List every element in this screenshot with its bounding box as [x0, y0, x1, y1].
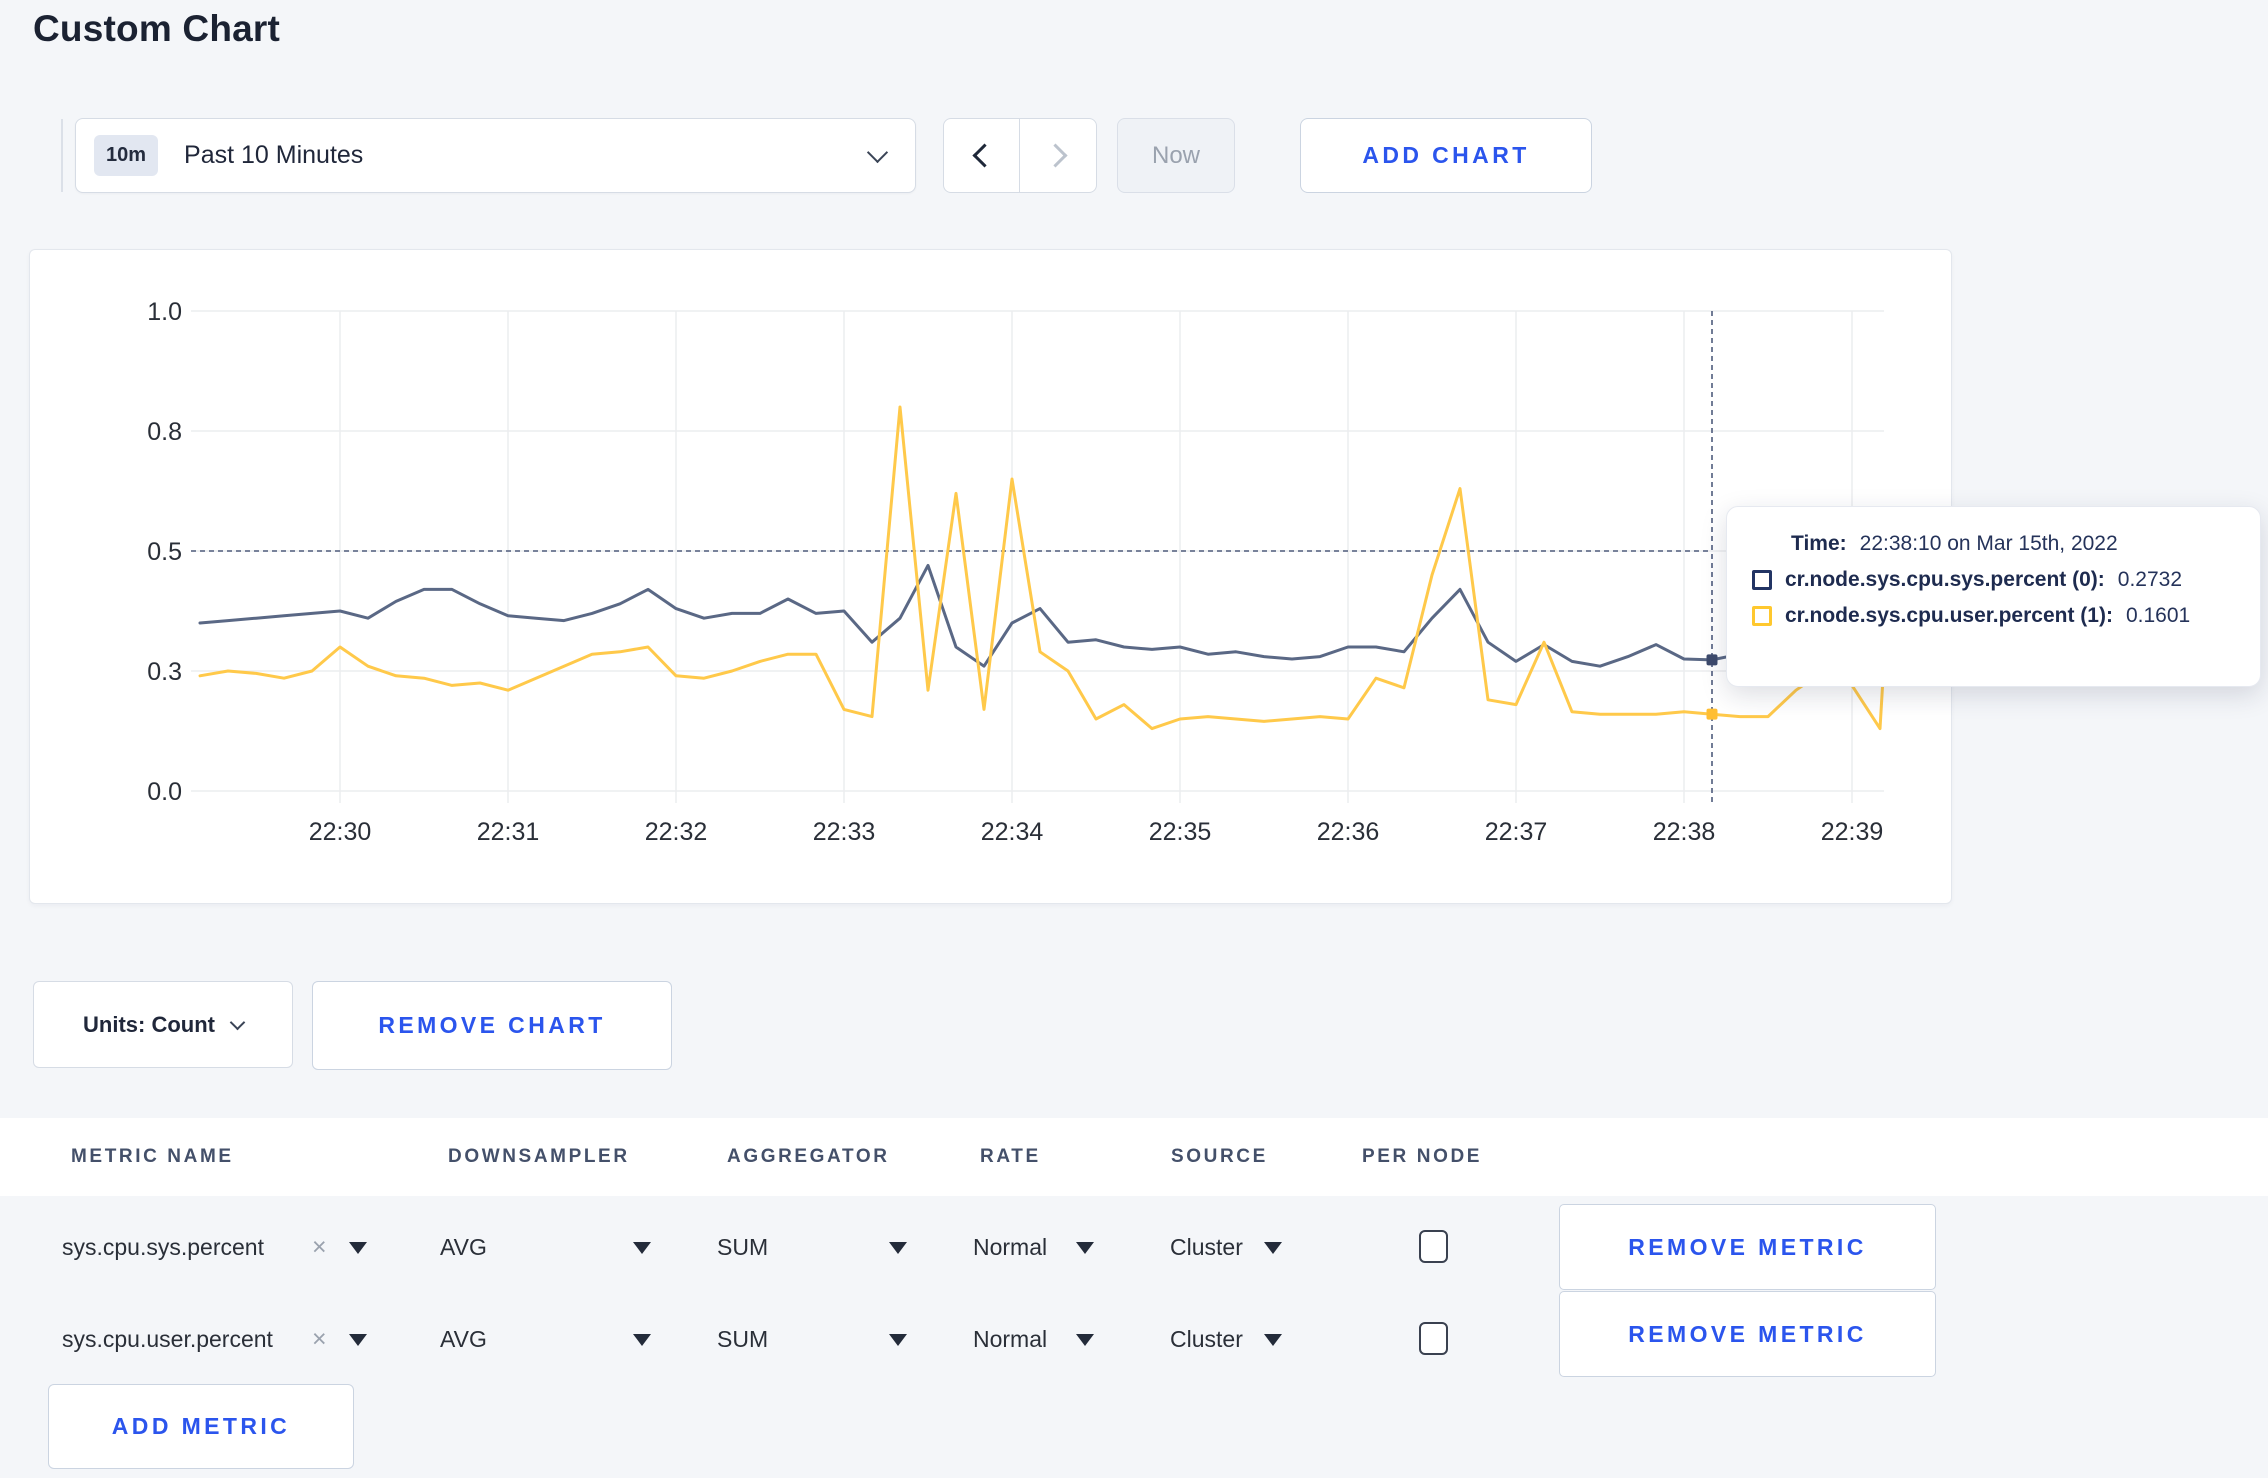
- user-series-swatch-icon: [1752, 606, 1772, 626]
- tooltip-time-row: Time: 22:38:10 on Mar 15th, 2022: [1752, 532, 2236, 556]
- svg-text:22:32: 22:32: [645, 818, 708, 846]
- tooltip-time-value: 22:38:10 on Mar 15th, 2022: [1859, 532, 2118, 555]
- tooltip-series-value: 0.1601: [2125, 604, 2191, 627]
- chevron-right-icon: [1042, 143, 1068, 168]
- add-chart-button[interactable]: ADD CHART: [1300, 118, 1592, 193]
- dropdown-caret-icon[interactable]: [1264, 1334, 1282, 1346]
- downsampler-select[interactable]: AVG: [440, 1326, 487, 1352]
- dropdown-caret-icon[interactable]: [633, 1334, 651, 1346]
- remove-chart-button[interactable]: REMOVE CHART: [312, 981, 672, 1070]
- svg-text:0.0: 0.0: [147, 778, 182, 806]
- svg-text:22:38: 22:38: [1653, 818, 1716, 846]
- units-select[interactable]: Units: Count: [33, 981, 293, 1068]
- clear-metric-icon[interactable]: ×: [312, 1325, 327, 1353]
- add-metric-label: ADD METRIC: [111, 1413, 291, 1439]
- downsampler-select[interactable]: AVG: [440, 1234, 487, 1260]
- svg-text:1.0: 1.0: [147, 298, 182, 326]
- aggregator-select[interactable]: SUM: [717, 1234, 769, 1260]
- remove-metric-label: REMOVE METRIC: [1628, 1320, 1867, 1347]
- metric-row: sys.cpu.sys.percent × AVG SUM Normal Clu…: [0, 1204, 2268, 1290]
- source-select[interactable]: Cluster: [1170, 1326, 1243, 1352]
- per-node-checkbox[interactable]: [1419, 1230, 1448, 1263]
- dropdown-caret-icon[interactable]: [1076, 1242, 1094, 1254]
- svg-text:22:37: 22:37: [1485, 818, 1548, 846]
- now-button[interactable]: Now: [1117, 118, 1235, 193]
- column-header-metric-name: METRIC NAME: [71, 1146, 234, 1167]
- aggregator-select[interactable]: SUM: [717, 1326, 769, 1352]
- clear-metric-icon[interactable]: ×: [312, 1233, 327, 1261]
- column-header-source: SOURCE: [1171, 1146, 1268, 1167]
- time-range-badge: 10m: [94, 135, 159, 176]
- svg-text:22:35: 22:35: [1149, 818, 1212, 846]
- dropdown-caret-icon[interactable]: [889, 1242, 907, 1254]
- dropdown-caret-icon[interactable]: [349, 1242, 367, 1254]
- remove-metric-label: REMOVE METRIC: [1628, 1233, 1867, 1260]
- source-select[interactable]: Cluster: [1170, 1234, 1243, 1260]
- svg-text:22:34: 22:34: [981, 818, 1044, 846]
- column-header-aggregator: AGGREGATOR: [727, 1146, 890, 1167]
- remove-metric-button[interactable]: REMOVE METRIC: [1559, 1204, 1936, 1290]
- svg-text:22:36: 22:36: [1317, 818, 1380, 846]
- svg-text:22:30: 22:30: [309, 818, 372, 846]
- tooltip-series-label: cr.node.sys.cpu.sys.percent (0):: [1785, 568, 2105, 591]
- chevron-left-icon: [972, 143, 997, 168]
- metrics-table-header: METRIC NAME DOWNSAMPLER AGGREGATOR RATE …: [0, 1118, 2268, 1196]
- time-window-arrows: [943, 118, 1097, 193]
- now-button-label: Now: [1151, 141, 1200, 169]
- tooltip-series-row: cr.node.sys.cpu.user.percent (1): 0.1601: [1752, 604, 2236, 628]
- dropdown-caret-icon[interactable]: [633, 1242, 651, 1254]
- metric-name-select[interactable]: sys.cpu.sys.percent: [62, 1234, 264, 1260]
- svg-text:0.3: 0.3: [147, 658, 182, 686]
- add-metric-button[interactable]: ADD METRIC: [48, 1384, 354, 1469]
- tooltip-series-label: cr.node.sys.cpu.user.percent (1):: [1785, 604, 2113, 627]
- sys-series-swatch-icon: [1752, 570, 1772, 590]
- svg-text:0.5: 0.5: [147, 538, 182, 566]
- timeseries-chart[interactable]: 1.0 0.8 0.5 0.3 0.0 22:30 22:31 22:32 22:33 22:34…: [30, 250, 1951, 903]
- rate-select[interactable]: Normal: [973, 1234, 1048, 1260]
- dropdown-caret-icon[interactable]: [889, 1334, 907, 1346]
- remove-metric-button[interactable]: REMOVE METRIC: [1559, 1291, 1936, 1377]
- svg-text:0.8: 0.8: [147, 418, 182, 446]
- previous-window-button[interactable]: [944, 119, 1020, 192]
- svg-text:22:39: 22:39: [1821, 818, 1884, 846]
- metric-name-select[interactable]: sys.cpu.user.percent: [62, 1326, 273, 1352]
- per-node-checkbox[interactable]: [1419, 1322, 1448, 1355]
- chevron-down-icon: [866, 141, 889, 164]
- column-header-downsampler: DOWNSAMPLER: [448, 1146, 630, 1167]
- units-select-label: Units: Count: [83, 1011, 215, 1037]
- remove-chart-label: REMOVE CHART: [378, 1012, 606, 1038]
- chart-hover-tooltip: Time: 22:38:10 on Mar 15th, 2022 cr.node…: [1726, 506, 2261, 687]
- page-title: Custom Chart: [33, 8, 281, 49]
- svg-text:22:33: 22:33: [813, 818, 876, 846]
- dropdown-caret-icon[interactable]: [1076, 1334, 1094, 1346]
- next-window-button[interactable]: [1020, 119, 1096, 192]
- rate-select[interactable]: Normal: [973, 1326, 1048, 1352]
- column-header-rate: RATE: [980, 1146, 1041, 1167]
- chevron-down-icon: [229, 1014, 246, 1030]
- tooltip-series-value: 0.2732: [2117, 568, 2183, 591]
- add-chart-label: ADD CHART: [1362, 142, 1530, 168]
- time-range-label: Past 10 Minutes: [184, 141, 364, 169]
- time-range-select[interactable]: 10m Past 10 Minutes: [75, 118, 916, 193]
- tooltip-series-row: cr.node.sys.cpu.sys.percent (0): 0.2732: [1752, 568, 2236, 592]
- controls-divider: [61, 119, 63, 192]
- column-header-per-node: PER NODE: [1362, 1146, 1483, 1167]
- svg-text:22:31: 22:31: [477, 818, 540, 846]
- tooltip-time-label: Time:: [1791, 532, 1847, 555]
- metric-row: sys.cpu.user.percent × AVG SUM Normal Cl…: [0, 1291, 2268, 1382]
- dropdown-caret-icon[interactable]: [349, 1334, 367, 1346]
- dropdown-caret-icon[interactable]: [1264, 1242, 1282, 1254]
- chart-card: 1.0 0.8 0.5 0.3 0.0 22:30 22:31 22:32 22:33 22:34…: [29, 249, 1952, 904]
